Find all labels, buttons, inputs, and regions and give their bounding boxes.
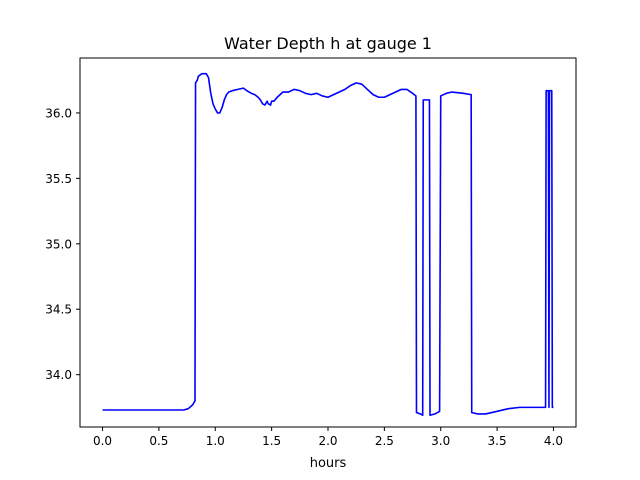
x-tick-label: 1.0 xyxy=(206,434,225,448)
x-tick-label: 2.5 xyxy=(375,434,394,448)
y-tick-label: 36.0 xyxy=(45,106,72,120)
chart-title: Water Depth h at gauge 1 xyxy=(224,34,432,53)
y-tick-label: 34.0 xyxy=(45,368,72,382)
data-layer xyxy=(102,72,554,417)
y-tick-label: 34.5 xyxy=(45,303,72,317)
x-axis: 0.0 0.5 1.0 1.5 2.0 2.5 3.0 3.5 4.0 xyxy=(93,427,563,448)
x-axis-label: hours xyxy=(310,456,347,471)
x-tick-label: 0.0 xyxy=(93,434,112,448)
y-axis: 34.0 34.5 35.0 35.5 36.0 xyxy=(45,106,80,382)
x-tick-label: 3.0 xyxy=(431,434,450,448)
x-tick-label: 2.0 xyxy=(318,434,337,448)
x-tick-label: 0.5 xyxy=(149,434,168,448)
series-line-0 xyxy=(102,72,554,417)
y-tick-label: 35.0 xyxy=(45,237,72,251)
y-tick-label: 35.5 xyxy=(45,172,72,186)
x-tick-label: 4.0 xyxy=(544,434,563,448)
x-tick-label: 1.5 xyxy=(262,434,281,448)
x-tick-label: 3.5 xyxy=(488,434,507,448)
